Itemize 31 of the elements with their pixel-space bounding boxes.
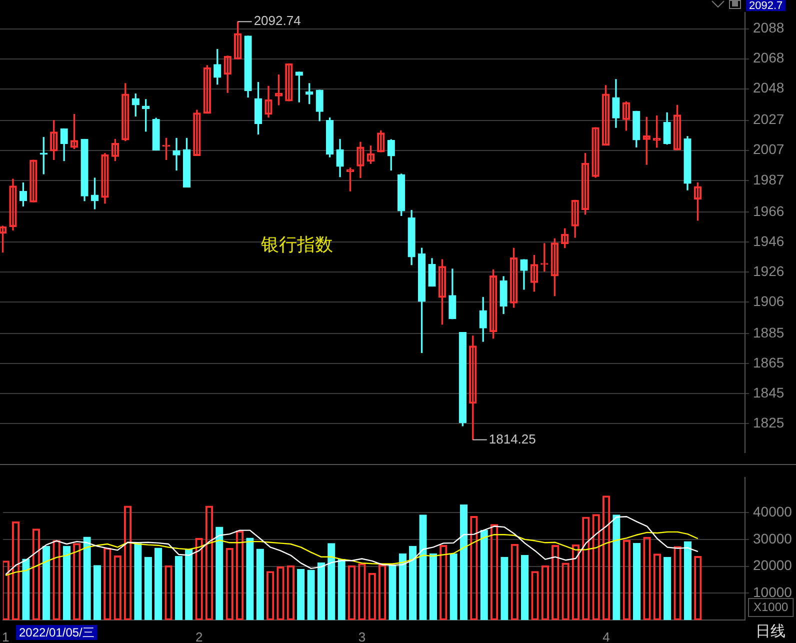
text: 2022/01/05/三 bbox=[19, 625, 94, 640]
y-tick-label: 30000 bbox=[753, 530, 792, 546]
y-tick-label: 1825 bbox=[753, 414, 784, 430]
y-tick-label: 1865 bbox=[753, 354, 784, 370]
x-tick-label: 4 bbox=[602, 629, 610, 643]
x-tick-label: 3 bbox=[358, 629, 366, 643]
candlestick bbox=[30, 160, 38, 202]
y-tick-label: 2007 bbox=[753, 141, 784, 158]
x-tick-label: 2 bbox=[195, 629, 203, 643]
y-tick-label: 1845 bbox=[753, 384, 784, 400]
y-tick-label: 1885 bbox=[753, 324, 784, 340]
annotation: 2092.74 bbox=[254, 13, 301, 28]
y-tick-label: 1926 bbox=[753, 262, 784, 279]
y-tick-label: 2068 bbox=[753, 50, 784, 66]
y-tick-label: 2027 bbox=[753, 111, 784, 128]
y-tick-label: 2048 bbox=[753, 80, 784, 96]
text: 日线 bbox=[756, 623, 786, 640]
text: 2092.7 bbox=[749, 0, 783, 12]
annotation: 1814.25 bbox=[488, 431, 536, 446]
y-tick-label: 2088 bbox=[753, 20, 784, 36]
y-tick-label: 1906 bbox=[753, 292, 784, 309]
y-tick-label: 40000 bbox=[753, 503, 792, 520]
y-tick-label: 20000 bbox=[753, 557, 792, 574]
y-tick-label: 1966 bbox=[753, 202, 784, 219]
text: X1000 bbox=[754, 600, 789, 614]
y-tick-label: 10000 bbox=[753, 584, 792, 600]
y-tick-label: 1987 bbox=[753, 171, 784, 188]
y-tick-label: 1946 bbox=[753, 232, 784, 249]
text: 银行指数 bbox=[260, 234, 333, 255]
candlestick bbox=[285, 63, 293, 102]
x-tick-label: 1 bbox=[2, 629, 10, 643]
